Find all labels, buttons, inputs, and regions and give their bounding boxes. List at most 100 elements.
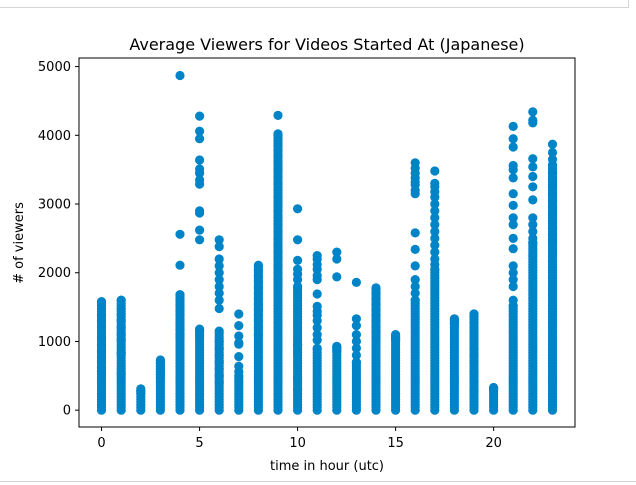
data-point bbox=[273, 129, 283, 139]
y-tick-label: 1000 bbox=[38, 335, 71, 350]
data-point bbox=[234, 309, 244, 319]
window-top-edge bbox=[0, 0, 629, 8]
data-point bbox=[273, 199, 283, 209]
data-point bbox=[273, 220, 283, 230]
data-point bbox=[195, 168, 205, 178]
data-point bbox=[234, 352, 244, 362]
data-point bbox=[547, 223, 558, 233]
data-point bbox=[273, 275, 283, 285]
data-point bbox=[547, 216, 558, 226]
data-point bbox=[273, 254, 283, 264]
data-point bbox=[273, 178, 283, 188]
x-tick-label: 20 bbox=[485, 436, 502, 451]
data-point bbox=[214, 281, 224, 292]
data-point bbox=[410, 275, 420, 285]
data-point bbox=[214, 242, 224, 252]
data-point bbox=[332, 254, 342, 264]
data-point bbox=[528, 220, 538, 230]
data-point bbox=[528, 107, 538, 117]
data-point bbox=[195, 225, 205, 235]
data-point bbox=[136, 388, 146, 398]
data-point bbox=[410, 281, 420, 292]
data-point bbox=[547, 181, 558, 191]
data-point bbox=[469, 350, 479, 360]
data-point bbox=[175, 333, 185, 343]
data-point bbox=[273, 268, 283, 278]
data-point bbox=[528, 226, 538, 237]
data-point bbox=[547, 167, 558, 177]
data-point bbox=[430, 259, 440, 270]
data-point bbox=[214, 235, 224, 245]
data-point bbox=[489, 385, 499, 395]
data-point bbox=[430, 166, 440, 176]
data-point bbox=[508, 213, 518, 223]
data-point bbox=[547, 174, 558, 184]
data-point bbox=[273, 240, 283, 250]
data-point bbox=[214, 343, 224, 353]
data-point bbox=[175, 229, 185, 239]
data-point bbox=[116, 369, 126, 379]
data-point bbox=[351, 321, 361, 331]
data-point bbox=[214, 261, 224, 271]
data-point bbox=[508, 275, 518, 285]
y-axis-ticks: 0 1000 2000 3000 4000 5000 bbox=[38, 60, 79, 419]
data-point bbox=[547, 230, 558, 240]
data-point bbox=[351, 357, 361, 367]
data-point bbox=[528, 213, 538, 223]
data-point bbox=[528, 233, 538, 243]
data-point bbox=[273, 151, 283, 161]
data-point bbox=[195, 111, 205, 121]
data-point bbox=[469, 367, 479, 377]
data-point bbox=[234, 331, 244, 341]
data-point bbox=[528, 162, 538, 172]
data-point bbox=[528, 195, 538, 205]
data-point bbox=[332, 247, 342, 257]
data-point bbox=[351, 343, 361, 353]
data-point bbox=[116, 335, 126, 345]
data-point bbox=[214, 336, 224, 346]
plot-frame bbox=[78, 57, 576, 428]
data-point bbox=[253, 316, 263, 326]
data-point bbox=[410, 228, 420, 238]
data-point bbox=[96, 297, 107, 307]
data-point bbox=[195, 126, 205, 136]
data-point bbox=[273, 185, 283, 195]
data-point bbox=[214, 254, 224, 264]
data-point bbox=[547, 209, 558, 219]
data-point bbox=[273, 233, 283, 243]
data-point bbox=[391, 335, 401, 345]
x-tick-label: 15 bbox=[387, 436, 404, 451]
data-point bbox=[293, 281, 303, 292]
data-point bbox=[508, 189, 518, 199]
data-point bbox=[508, 173, 518, 183]
data-point bbox=[469, 376, 479, 386]
data-point bbox=[214, 275, 224, 285]
data-point bbox=[312, 289, 322, 299]
data-point bbox=[547, 147, 558, 158]
data-point bbox=[351, 350, 361, 360]
scatter-points bbox=[96, 70, 558, 415]
data-point bbox=[195, 235, 205, 245]
data-point bbox=[430, 220, 440, 230]
data-point bbox=[273, 261, 283, 271]
data-point bbox=[155, 373, 165, 383]
data-point bbox=[508, 268, 518, 278]
data-point bbox=[528, 154, 538, 164]
data-point bbox=[214, 350, 224, 360]
data-point bbox=[312, 316, 322, 326]
data-point bbox=[430, 233, 440, 243]
data-point bbox=[234, 339, 244, 349]
data-point bbox=[214, 268, 224, 278]
data-point bbox=[547, 237, 558, 247]
data-point bbox=[96, 340, 107, 350]
y-tick-label: 0 bbox=[63, 404, 71, 419]
data-point bbox=[508, 121, 518, 131]
data-point bbox=[312, 275, 322, 285]
x-tick-label: 0 bbox=[97, 436, 105, 451]
data-point bbox=[410, 261, 420, 271]
data-point bbox=[293, 275, 303, 285]
data-point bbox=[332, 346, 342, 356]
data-point bbox=[116, 309, 126, 319]
data-point bbox=[351, 277, 361, 287]
